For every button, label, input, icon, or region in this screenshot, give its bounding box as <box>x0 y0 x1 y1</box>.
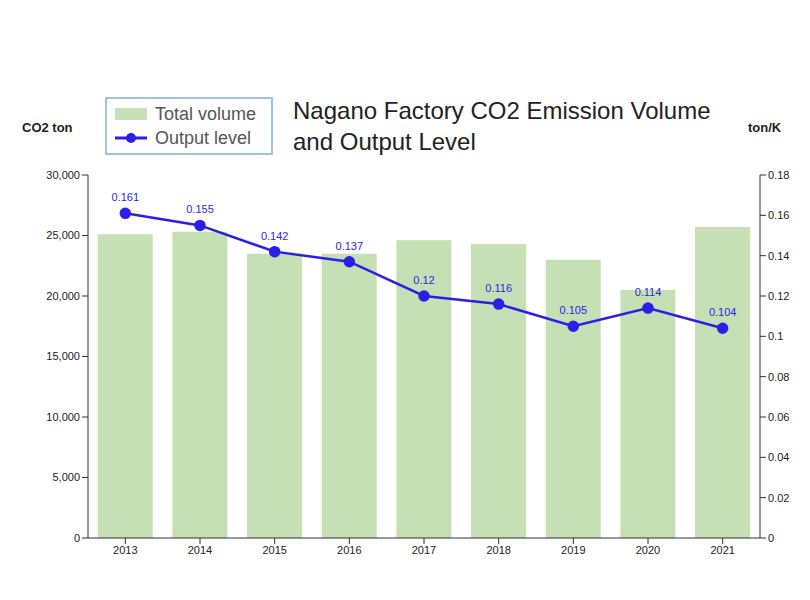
html-text:ton/K: ton/K <box>748 120 782 135</box>
svg-text:2020: 2020 <box>636 544 660 556</box>
svg-text:2021: 2021 <box>710 544 734 556</box>
svg-text:0.114: 0.114 <box>635 286 662 298</box>
svg-text:0.06: 0.06 <box>768 411 789 423</box>
svg-text:0.12: 0.12 <box>768 290 789 302</box>
html-text:Total volume: Total volume <box>155 103 257 124</box>
svg-text:0.1: 0.1 <box>768 330 783 342</box>
svg-text:0.104: 0.104 <box>709 306 737 318</box>
svg-text:0.155: 0.155 <box>186 203 214 215</box>
html-text:Output level: Output level <box>155 127 252 148</box>
svg-text:0.142: 0.142 <box>261 230 289 242</box>
html-text:Nagano Factory CO2 Emission Vo: Nagano Factory CO2 Emission Volume and O… <box>293 97 711 155</box>
svg-text:2017: 2017 <box>412 544 436 556</box>
svg-text:5,000: 5,000 <box>52 471 80 483</box>
svg-text:2019: 2019 <box>561 544 585 556</box>
svg-text:25,000: 25,000 <box>46 229 80 241</box>
svg-text:0.12: 0.12 <box>413 274 434 286</box>
svg-text:2013: 2013 <box>113 544 137 556</box>
svg-text:0.18: 0.18 <box>768 169 789 181</box>
svg-text:0: 0 <box>768 532 774 544</box>
svg-text:2014: 2014 <box>188 544 212 556</box>
svg-text:0.105: 0.105 <box>560 304 588 316</box>
svg-text:0.116: 0.116 <box>485 282 512 294</box>
svg-text:10,000: 10,000 <box>46 411 80 423</box>
svg-text:2018: 2018 <box>486 544 510 556</box>
svg-text:2015: 2015 <box>262 544 286 556</box>
html-text:CO2 ton: CO2 ton <box>22 120 73 135</box>
svg-text:30,000: 30,000 <box>46 169 80 181</box>
svg-text:0: 0 <box>74 532 80 544</box>
svg-text:0.04: 0.04 <box>768 451 789 463</box>
svg-text:0.16: 0.16 <box>768 209 789 221</box>
svg-text:0.137: 0.137 <box>336 240 364 252</box>
svg-text:15,000: 15,000 <box>46 350 80 362</box>
svg-text:0.161: 0.161 <box>112 191 140 203</box>
svg-text:0.14: 0.14 <box>768 250 789 262</box>
svg-text:0.02: 0.02 <box>768 492 789 504</box>
svg-text:20,000: 20,000 <box>46 290 80 302</box>
svg-text:0.08: 0.08 <box>768 371 789 383</box>
svg-text:2016: 2016 <box>337 544 361 556</box>
